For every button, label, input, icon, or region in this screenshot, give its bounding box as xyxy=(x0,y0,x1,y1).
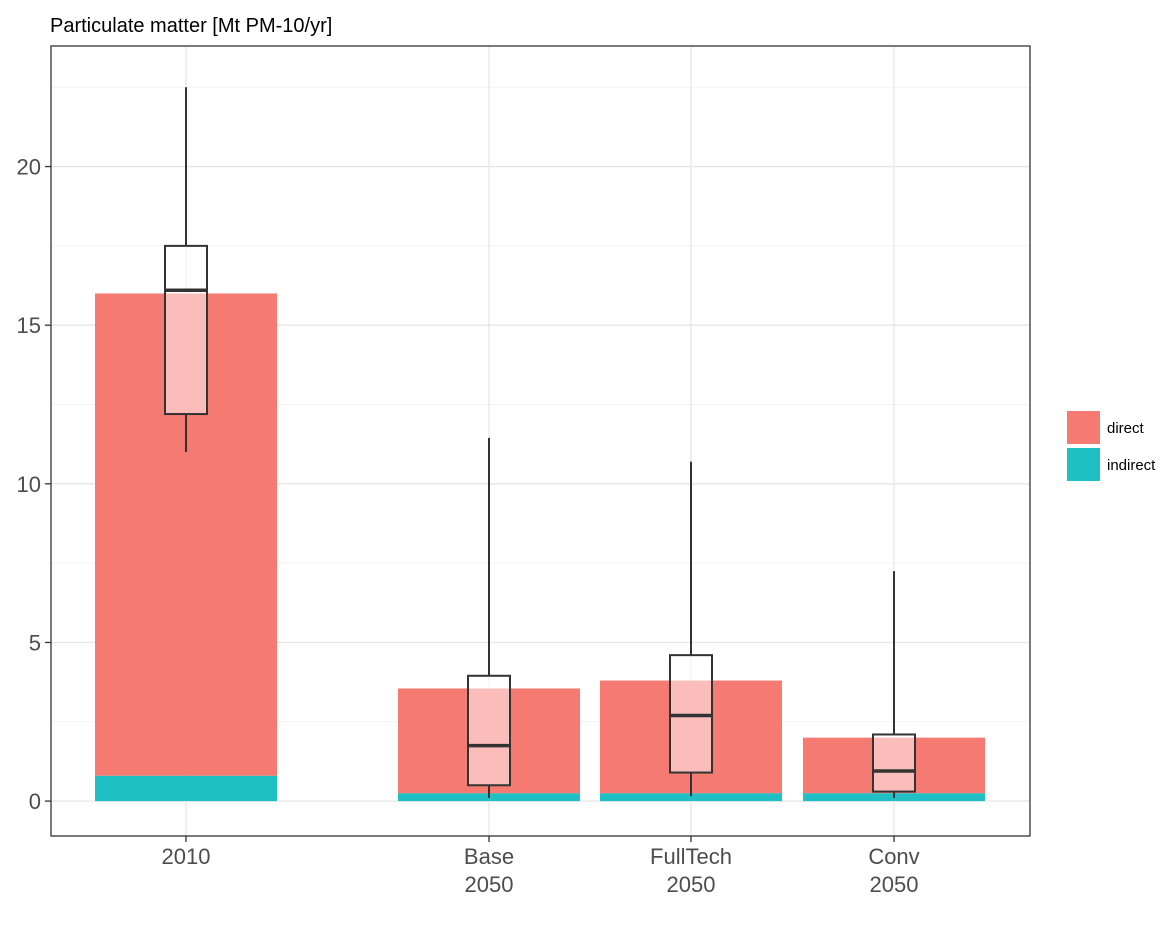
legend-swatch-indirect xyxy=(1067,448,1100,481)
box-iqr xyxy=(164,244,208,416)
x-category-label-line1: 2010 xyxy=(162,844,211,869)
box-iqr xyxy=(872,733,916,793)
legend-swatch-direct xyxy=(1067,411,1100,444)
y-axis: 0 5 10 15 20 xyxy=(17,155,51,814)
x-category-label-line1: Base xyxy=(464,844,514,869)
legend: direct indirect xyxy=(1067,411,1156,481)
y-tick-label: 15 xyxy=(17,313,41,338)
y-tick-label: 5 xyxy=(29,630,41,655)
chart-title: Particulate matter [Mt PM-10/yr] xyxy=(50,15,332,37)
y-tick-label: 20 xyxy=(17,155,41,180)
x-axis: 2010 Base 2050 FullTech 2050 Conv 2050 xyxy=(162,836,920,897)
boxplots-layer xyxy=(164,87,916,798)
x-category-label-line2: 2050 xyxy=(870,872,919,897)
x-category-label-line2: 2050 xyxy=(667,872,716,897)
box-iqr xyxy=(467,674,511,787)
y-tick-label: 10 xyxy=(17,472,41,497)
bar-indirect xyxy=(95,775,277,802)
x-category-label-line2: 2050 xyxy=(465,872,514,897)
x-category-label-line1: Conv xyxy=(868,844,919,869)
legend-label-indirect: indirect xyxy=(1107,457,1156,474)
plot-panel-border xyxy=(50,45,1031,837)
legend-label-direct: direct xyxy=(1107,420,1145,437)
bar-indirect xyxy=(600,793,782,802)
y-tick-label: 0 xyxy=(29,789,41,814)
bars-layer xyxy=(95,293,985,802)
x-category-label-line1: FullTech xyxy=(650,844,732,869)
